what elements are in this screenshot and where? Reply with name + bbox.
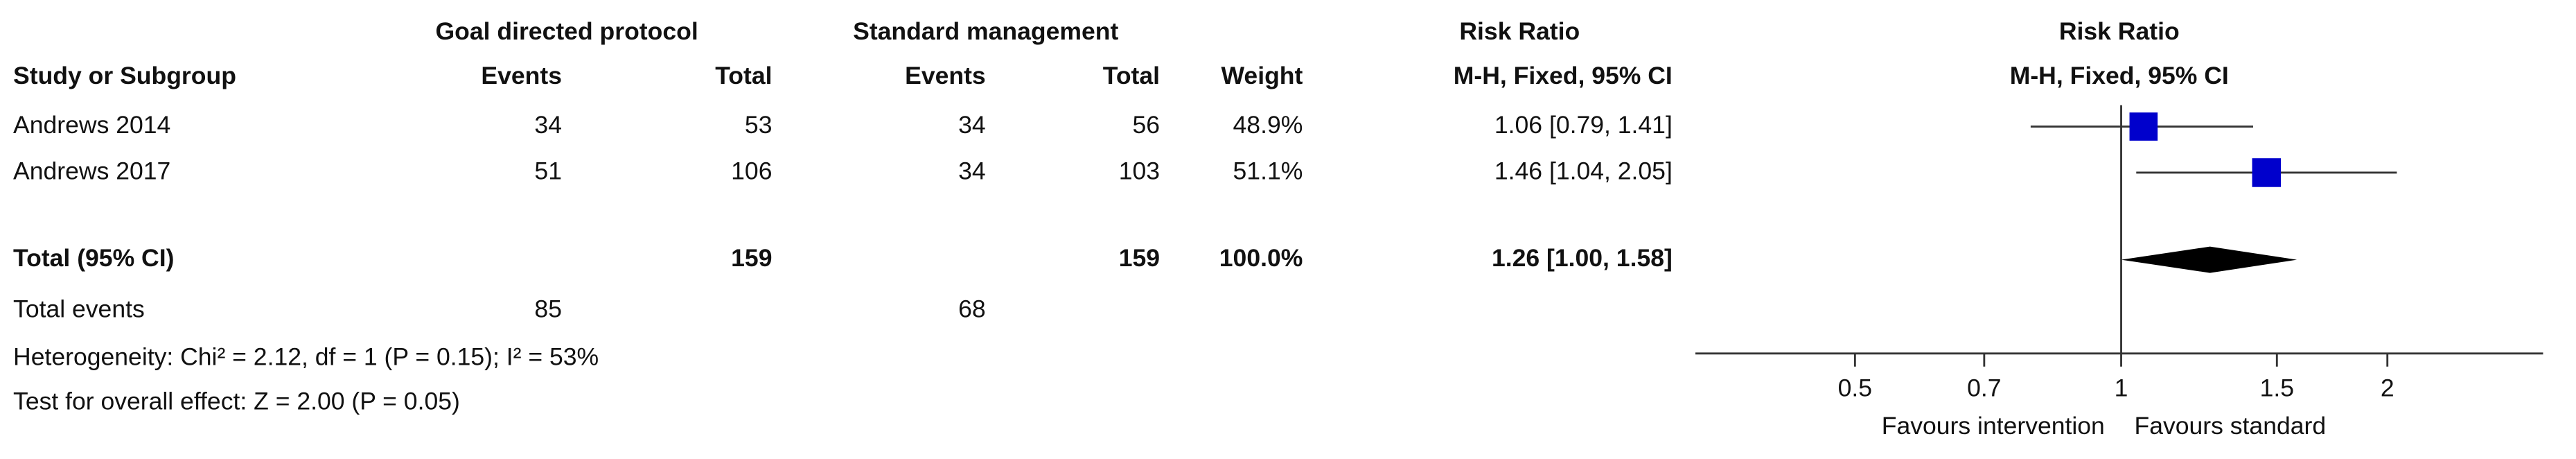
plot-header: M-H, Fixed, 95% CI (2010, 62, 2229, 89)
study-name: Andrews 2014 (13, 111, 170, 139)
cell: 34 (958, 111, 986, 139)
column-header: Events (481, 62, 562, 89)
x-label: Favours standard (2135, 412, 2327, 440)
x-label: Favours intervention (1882, 412, 2105, 440)
ci: 1.06 [0.79, 1.41] (1494, 111, 1673, 139)
plot-header: Risk Ratio (2059, 17, 2180, 45)
weight: 48.9% (1233, 111, 1303, 139)
cell: 34 (534, 111, 562, 139)
cell: 53 (745, 111, 773, 139)
cell: 85 (534, 295, 562, 323)
group-header: Risk Ratio (1459, 17, 1580, 45)
column-header: M-H, Fixed, 95% CI (1454, 62, 1673, 89)
x-tick-label: 2 (2381, 374, 2394, 401)
x-tick-label: 0.7 (1967, 374, 2001, 401)
group-header: Goal directed protocol (435, 17, 698, 45)
weight: 100.0% (1219, 244, 1303, 272)
column-header: Total (1103, 62, 1160, 89)
note: Heterogeneity: Chi² = 2.12, df = 1 (P = … (13, 343, 599, 370)
x-tick-label: 1 (2115, 374, 2128, 401)
cell: 51 (534, 157, 562, 184)
column-header: Weight (1221, 62, 1303, 89)
weight: 51.1% (1233, 157, 1303, 184)
note: Test for overall effect: Z = 2.00 (P = 0… (13, 387, 460, 415)
cell: 159 (731, 244, 772, 272)
events-name: Total events (13, 295, 145, 323)
column-header: Events (905, 62, 986, 89)
cell: 106 (731, 157, 772, 184)
group-header: Standard management (853, 17, 1118, 45)
effect-square (2252, 158, 2282, 187)
ci: 1.26 [1.00, 1.58] (1492, 244, 1673, 272)
column-header: Study or Subgroup (13, 62, 236, 89)
cell: 103 (1119, 157, 1160, 184)
study-name: Andrews 2017 (13, 157, 170, 184)
cell: 159 (1119, 244, 1160, 272)
summary-diamond (2121, 246, 2297, 273)
cell: 68 (958, 295, 986, 323)
column-header: Total (715, 62, 772, 89)
cell: 34 (958, 157, 986, 184)
effect-square (2129, 112, 2158, 141)
x-tick-label: 0.5 (1838, 374, 1872, 401)
x-tick-label: 1.5 (2260, 374, 2294, 401)
ci: 1.46 [1.04, 2.05] (1494, 157, 1673, 184)
cell: 56 (1133, 111, 1161, 139)
total-name: Total (95% CI) (13, 244, 174, 272)
